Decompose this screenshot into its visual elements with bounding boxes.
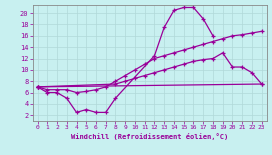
X-axis label: Windchill (Refroidissement éolien,°C): Windchill (Refroidissement éolien,°C) [71, 133, 228, 140]
